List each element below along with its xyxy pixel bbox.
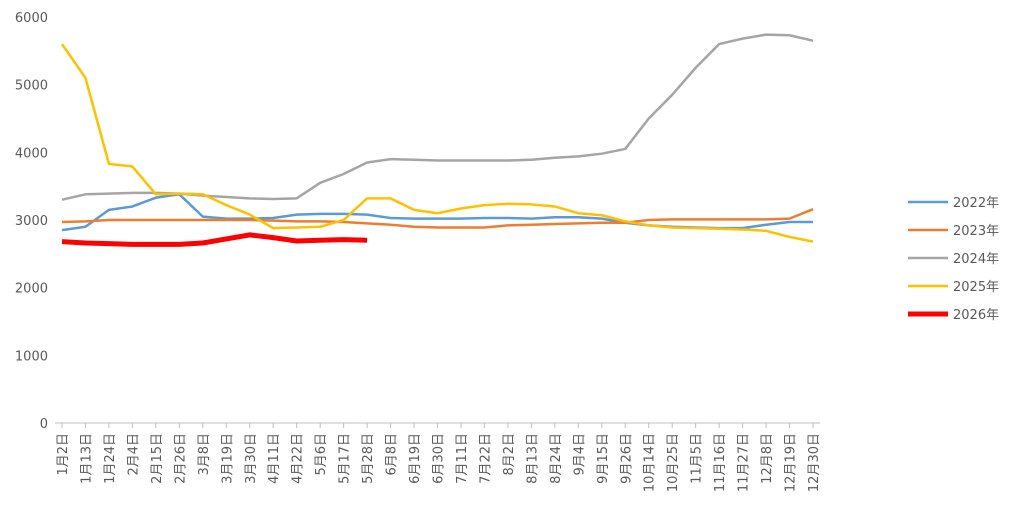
legend-label: 2026年 (953, 308, 999, 323)
x-tick-label: 5月17日 (338, 433, 353, 484)
y-tick-label: 0 (40, 417, 48, 432)
x-tick-label: 3月30日 (244, 433, 259, 484)
y-tick-label: 6000 (15, 11, 48, 26)
x-tick-label: 11月27日 (737, 433, 752, 492)
series-line (61, 232, 368, 247)
x-tick-label: 7月11日 (455, 433, 470, 484)
x-tick-label: 6月8日 (385, 433, 400, 476)
legend-label: 2025年 (953, 280, 999, 295)
x-tick-label: 3月8日 (197, 433, 212, 476)
x-tick-label: 8月13日 (525, 433, 540, 484)
x-tick-label: 6月30日 (432, 433, 447, 484)
x-tick-label: 1月2日 (56, 433, 71, 476)
y-tick-label: 5000 (15, 79, 48, 94)
x-tick-label: 9月15日 (596, 433, 611, 484)
x-tick-label: 8月24日 (549, 433, 564, 484)
x-tick-label: 12月8日 (760, 433, 775, 484)
x-tick-label: 9月4日 (572, 433, 587, 476)
x-tick-label: 11月5日 (690, 433, 705, 484)
x-tick-label: 10月25日 (666, 433, 681, 492)
x-tick-label: 6月19日 (408, 433, 423, 484)
y-tick-label: 1000 (15, 349, 48, 364)
x-tick-label: 8月2日 (502, 433, 517, 476)
x-tick-label: 1月24日 (103, 433, 118, 484)
y-tick-label: 2000 (15, 282, 48, 297)
x-tick-label: 10月14日 (643, 433, 658, 492)
legend-label: 2024年 (953, 252, 999, 267)
series-line (61, 208, 814, 229)
x-tick-label: 11月16日 (713, 433, 728, 492)
series-line (60, 43, 814, 243)
legend-label: 2022年 (953, 196, 999, 211)
x-tick-label: 7月22日 (478, 433, 493, 484)
x-tick-label: 12月19日 (784, 433, 799, 492)
x-tick-label: 5月6日 (314, 433, 329, 476)
x-tick-label: 5月28日 (361, 433, 376, 484)
x-tick-label: 12月30日 (807, 433, 822, 492)
x-tick-label: 3月19日 (220, 433, 235, 484)
x-tick-label: 4月22日 (291, 433, 306, 484)
series-line (61, 33, 814, 201)
x-tick-label: 2月4日 (126, 433, 141, 476)
legend-label: 2023年 (953, 224, 999, 239)
x-tick-label: 9月26日 (619, 433, 634, 484)
x-tick-label: 4月11日 (267, 433, 282, 484)
y-tick-label: 4000 (15, 146, 48, 161)
x-tick-label: 2月26日 (173, 433, 188, 484)
x-tick-label: 2月15日 (150, 433, 165, 484)
y-tick-label: 3000 (15, 214, 48, 229)
x-tick-label: 1月13日 (79, 433, 94, 484)
